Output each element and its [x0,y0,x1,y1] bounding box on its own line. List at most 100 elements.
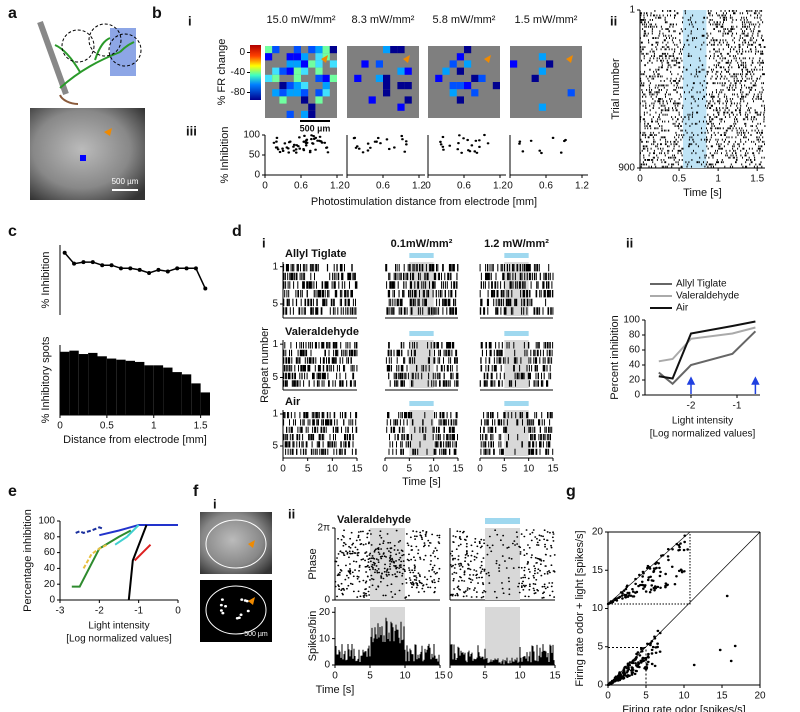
heatmap-cell [272,67,280,75]
heatmap-cell [404,67,412,75]
x-axis-label: Firing rate odor [spikes/s] [622,704,746,712]
x-tick-label: 0 [382,464,388,475]
arrow [686,376,696,394]
y-tick-label: 1 [272,339,278,350]
raster [385,264,459,315]
heatmap-cell [329,74,337,82]
data-point [147,271,152,275]
heatmap-cell [404,82,412,90]
x-axis-label: Time [s] [402,476,441,488]
x-tick-label: 10 [678,691,690,702]
x-tick-label: 0.6 [539,181,553,192]
heatmap-cell [265,74,273,82]
y-tick-label: 40 [629,360,641,371]
heatmap-cell [279,96,287,104]
heatmap-cell [272,74,280,82]
heatmap-cell [301,67,309,75]
y-axis-label: Firing rate odor + light [spikes/s] [574,530,586,686]
panel-letter: d [232,223,242,240]
heatmap-cell [383,82,391,90]
raster [479,264,554,315]
heatmap-cell [449,89,457,97]
heatmap-cell [538,103,546,111]
odor-label: Valeraldehyde [337,514,411,526]
x-tick-label: -3 [56,606,65,617]
data-point [62,250,67,255]
data-line [82,543,108,569]
scatter-dots [439,133,490,154]
column-title: 0.1mW/mm² [391,238,453,250]
electrode-marker [248,540,255,605]
x-axis-label: [Log normalized values] [66,634,172,645]
bar [116,359,126,415]
bar [60,351,70,415]
y-tick-label: 60 [44,547,56,558]
electrode-marker [566,55,573,63]
colorbar-tick-label: -40 [231,67,246,78]
heatmap-cell [390,46,398,54]
y-tick-label: 100 [623,315,640,326]
x-axis-label: Time [s] [683,187,722,199]
electrode-marker [321,55,328,63]
heatmap-cell [265,46,273,54]
heatmap-cell [567,89,575,97]
colorbar [250,45,261,100]
heatmap-cell [301,96,309,104]
bar [153,365,164,415]
heatmap-cell [397,67,405,75]
x-tick-label: 0 [507,181,513,192]
y-tick-label: 0 [634,390,640,401]
y-axis-label: % Inhibitory spots [40,336,52,423]
y-tick-label: 80 [629,330,641,341]
x-tick-label: 15 [434,671,446,682]
data-point [128,266,133,271]
y-axis-label: Trial number [610,58,622,120]
x-tick-label: 0 [262,181,268,192]
x-tick-label: 1 [151,421,157,432]
heatmap-cell [538,67,546,75]
data-point [118,266,123,271]
data-point [81,260,86,265]
y-axis-label: % Inhibition [40,252,52,309]
y-tick-label: 5 [272,441,278,452]
raster [480,412,554,455]
x-tick-label: 0 [175,606,181,617]
heatmap-cell [361,60,369,68]
x-tick-label: 0 [57,421,63,432]
x-tick-label: 10 [399,671,411,682]
y-axis-label: Phase [307,548,319,579]
data-line [658,326,756,363]
heatmap-cell [308,46,316,54]
column-title: 1.2 mW/mm² [484,238,549,250]
zoom-guide [608,647,647,685]
scale-bar-label: 500 µm [300,123,331,133]
x-tick-label: 1 [715,174,721,185]
heatmap-cell [464,60,472,68]
arrow [751,376,760,394]
y-tick-label: 80 [44,531,56,542]
data-point [72,261,77,266]
x-tick-label: 0.5 [100,421,114,432]
heatmap-cell [315,53,323,61]
histogram-decoration [449,644,555,665]
group-label: Valeraldehyde [285,326,359,338]
x-axis-label: Photostimulation distance from electrode… [311,196,537,208]
raster [639,10,766,168]
y-tick-label: 900 [618,163,635,174]
x-tick-label: 0 [344,181,350,192]
data-point [109,263,114,268]
raster [282,342,358,387]
bar [144,365,154,415]
y-tick-label: 10 [319,633,331,644]
data-point [156,267,161,272]
y-axis-label: Repeat number [259,327,271,403]
x-tick-label: 0.6 [376,181,390,192]
heatmap-cell [286,82,294,90]
heatmap-cell [315,74,323,82]
light-bar [504,253,529,258]
heatmap-cell [301,82,309,90]
heatmap-cell [286,53,294,61]
heatmap-cell [308,110,316,118]
x-tick-label: 15 [547,464,559,475]
x-tick-label: 10 [514,671,526,682]
